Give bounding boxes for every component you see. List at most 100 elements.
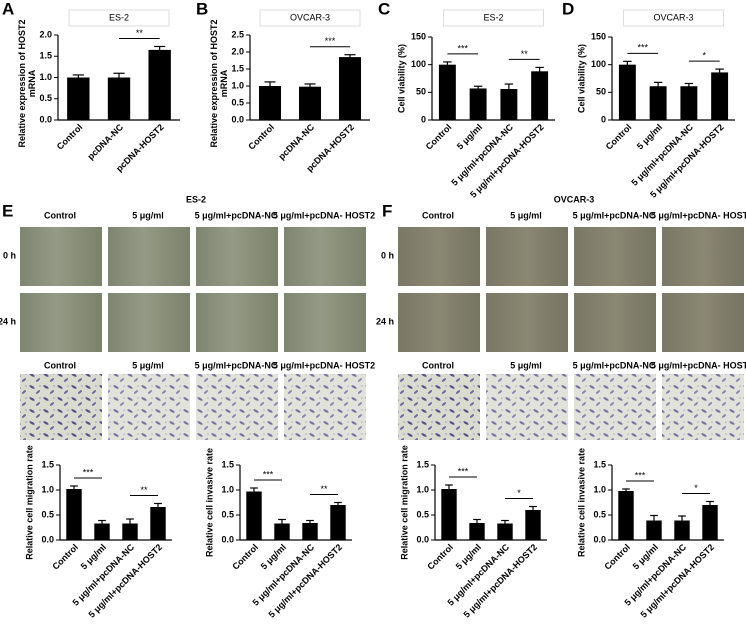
bar: [469, 523, 485, 540]
scratch-image: [574, 227, 656, 286]
bar: [148, 49, 171, 120]
title-box: [259, 9, 361, 27]
bar: [66, 489, 82, 540]
y-tick-label: 0.5: [39, 93, 52, 103]
bar: [339, 57, 361, 120]
y-tick-label: 1.5: [231, 63, 244, 73]
bar: [680, 86, 698, 120]
y-tick-label: 150: [411, 31, 426, 41]
bar: [274, 523, 290, 540]
bar: [122, 523, 138, 540]
bar: [500, 89, 518, 120]
y-tick-label: 1.0: [593, 484, 606, 494]
y-tick-label: 0: [601, 114, 606, 124]
scratch-image: [284, 227, 366, 286]
panel-letter: D: [562, 0, 574, 18]
block-title: OVCAR-3: [554, 194, 595, 204]
bar: [525, 510, 541, 540]
invasion-image: [20, 374, 102, 440]
significance-label: ***: [635, 470, 646, 480]
invasion-image: [196, 374, 278, 440]
chart-title: OVCAR-3: [290, 12, 330, 22]
invasion-image: [398, 374, 480, 440]
y-tick-label: 150: [591, 31, 606, 41]
column-header: 5 μg/ml+pcDNA- HOST2: [273, 210, 375, 220]
significance-label: ***: [637, 43, 648, 53]
significance-label: ***: [458, 466, 469, 476]
y-axis-label: Relative expression of HOST2mRNA: [209, 19, 229, 147]
chart-title: ES-2: [483, 12, 503, 22]
scratch-image: [196, 293, 278, 352]
y-tick-label: 0.5: [593, 509, 606, 519]
column-header: 5 μg/ml: [510, 210, 542, 220]
bar: [497, 523, 513, 540]
column-header: 5 μg/ml: [132, 210, 164, 220]
y-tick-label: 50: [416, 87, 426, 97]
bar: [531, 71, 549, 120]
scratch-image: [20, 293, 102, 352]
column-header: 5 μg/ml: [132, 360, 164, 370]
y-tick-label: 50: [596, 87, 606, 97]
bar: [302, 523, 318, 540]
block-title: ES-2: [186, 194, 206, 204]
significance-label: *: [517, 488, 521, 498]
title-box: [443, 9, 544, 27]
significance-label: *: [694, 483, 698, 493]
column-header: 5 μg/ml+pcDNA-NC: [195, 360, 278, 370]
y-tick-label: 1.5: [41, 459, 54, 469]
scratch-image: [398, 293, 480, 352]
significance-label: ***: [325, 36, 336, 46]
column-header: 5 μg/ml+pcDNA-NC: [195, 210, 278, 220]
scratch-image: [108, 227, 190, 286]
y-axis-label: Cell viability (%): [396, 44, 406, 113]
significance-label: ***: [457, 43, 468, 53]
bar: [67, 77, 90, 120]
column-header: 5 μg/ml+pcDNA- HOST2: [651, 360, 746, 370]
column-header: 5 μg/ml+pcDNA-NC: [573, 210, 656, 220]
x-tick-label: Control: [424, 122, 454, 152]
y-tick-label: 1.0: [39, 72, 52, 82]
x-tick-label: Control: [230, 542, 260, 572]
column-header: 5 μg/ml+pcDNA-NC: [573, 360, 656, 370]
scratch-image: [20, 227, 102, 286]
bar: [246, 491, 262, 540]
column-header: Control: [44, 210, 76, 220]
significance-label: **: [320, 484, 328, 494]
y-tick-label: 2.0: [39, 29, 52, 39]
y-tick-label: 1.0: [41, 484, 54, 494]
y-tick-label: 0.5: [416, 509, 429, 519]
significance-label: ***: [83, 467, 94, 477]
scratch-image: [196, 227, 278, 286]
row-label: 0 h: [3, 250, 16, 260]
title-box: [68, 9, 170, 27]
significance-label: *: [702, 50, 706, 60]
bar: [702, 505, 718, 540]
x-tick-label: Control: [246, 122, 276, 152]
y-tick-label: 0.5: [41, 509, 54, 519]
bar: [150, 507, 166, 540]
invasion-image: [486, 374, 568, 440]
scratch-image: [662, 293, 744, 352]
scratch-image: [398, 227, 480, 286]
y-tick-label: 0.0: [39, 114, 52, 124]
bar: [438, 64, 456, 120]
y-tick-label: 1.0: [416, 484, 429, 494]
y-tick-label: 100: [591, 59, 606, 69]
y-tick-label: 2.5: [231, 29, 244, 39]
invasion-image: [662, 374, 744, 440]
panel-letter: B: [196, 0, 208, 18]
scratch-image: [486, 227, 568, 286]
significance-label: ***: [263, 469, 274, 479]
invasion-image: [284, 374, 366, 440]
column-header: 5 μg/ml+pcDNA- HOST2: [273, 360, 375, 370]
y-tick-label: 0.5: [231, 97, 244, 107]
y-tick-label: 1.0: [231, 80, 244, 90]
y-tick-label: 0.0: [221, 534, 234, 544]
column-header: 5 μg/ml: [510, 360, 542, 370]
y-tick-label: 2.0: [231, 46, 244, 56]
bar: [107, 77, 131, 120]
x-tick-label: Control: [50, 542, 80, 572]
y-tick-label: 0.0: [231, 114, 244, 124]
y-axis-label: Relative cell migration rate: [399, 445, 409, 560]
